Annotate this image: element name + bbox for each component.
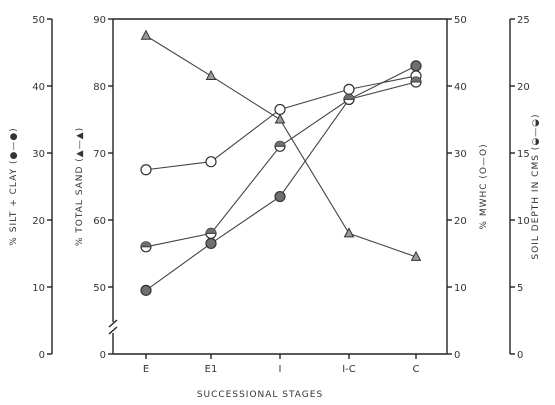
x-tick-label: I xyxy=(279,364,282,375)
data-point-half-circle xyxy=(205,227,217,239)
data-point-filled-circle xyxy=(140,284,152,296)
half-circle-fill xyxy=(411,76,421,82)
y-tick-label: 50 xyxy=(32,15,45,26)
data-point-triangle xyxy=(274,113,286,124)
series-layer xyxy=(140,29,422,296)
y-tick-label: 20 xyxy=(517,82,530,93)
y-tick-label: 60 xyxy=(93,216,106,227)
half-circle-fill xyxy=(344,94,354,100)
y-tick-label: 30 xyxy=(32,149,45,160)
y-tick-label: 30 xyxy=(454,149,467,160)
series-line-filled-circle xyxy=(145,65,417,291)
y-tick-label: 50 xyxy=(454,15,467,26)
data-point-half-circle xyxy=(140,241,152,253)
data-point-half-circle xyxy=(410,76,422,88)
y-tick-label: 20 xyxy=(454,216,467,227)
data-point-triangle xyxy=(343,227,355,238)
y-tick-label: 90 xyxy=(93,15,106,26)
mwhc-axis-title: % MWHC (O—O) xyxy=(479,143,489,229)
y-tick-label: 80 xyxy=(93,82,106,93)
y-tick-label: 70 xyxy=(93,149,106,160)
data-point-half-circle xyxy=(343,93,355,106)
data-point-half-circle xyxy=(274,140,286,152)
y-tick-label: 15 xyxy=(517,149,530,160)
axis-break-mark xyxy=(108,326,118,335)
y-tick-label: 10 xyxy=(454,283,467,294)
y-tick-label: 0 xyxy=(100,350,106,361)
data-point-triangle xyxy=(140,29,152,40)
y-tick-label: 0 xyxy=(39,350,45,361)
y-tick-label: 10 xyxy=(32,283,45,294)
data-point-triangle xyxy=(410,250,422,261)
data-point-open-circle xyxy=(343,83,355,95)
data-point-filled-circle xyxy=(410,60,422,72)
x-tick-label: E xyxy=(143,364,149,375)
data-point-open-circle xyxy=(205,156,217,168)
x-tick-label: C xyxy=(413,364,420,375)
silt-clay-axis-title: % SILT + CLAY (●—●) xyxy=(9,127,19,245)
y-tick-label: 40 xyxy=(32,82,45,93)
soil-depth-axis-title: SOIL DEPTH IN CMS (◒—◒) xyxy=(531,113,541,259)
y-tick-label: 10 xyxy=(517,216,530,227)
y-tick-label: 50 xyxy=(93,283,106,294)
data-point-open-circle xyxy=(140,164,152,176)
half-circle-fill xyxy=(275,141,285,147)
x-tick-label: I-C xyxy=(342,364,356,375)
y-tick-label: 0 xyxy=(454,350,460,361)
total-sand-axis-title: % TOTAL SAND (▲—▲) xyxy=(75,127,85,246)
x-tick-label: E1 xyxy=(205,364,218,375)
data-point-filled-circle xyxy=(274,190,286,203)
y-tick-label: 40 xyxy=(454,82,467,93)
x-axis-title: SUCCESSIONAL STAGES xyxy=(197,390,323,400)
y-tick-label: 0 xyxy=(517,350,523,361)
half-circle-fill xyxy=(141,241,151,247)
half-circle-fill xyxy=(206,228,216,234)
data-point-triangle xyxy=(205,69,217,80)
y-tick-label: 20 xyxy=(32,216,45,227)
data-point-filled-circle xyxy=(205,237,217,250)
axis-break-mark xyxy=(108,319,118,328)
data-point-open-circle xyxy=(274,103,286,116)
y-tick-label: 25 xyxy=(517,15,530,26)
y-tick-label: 5 xyxy=(517,283,523,294)
